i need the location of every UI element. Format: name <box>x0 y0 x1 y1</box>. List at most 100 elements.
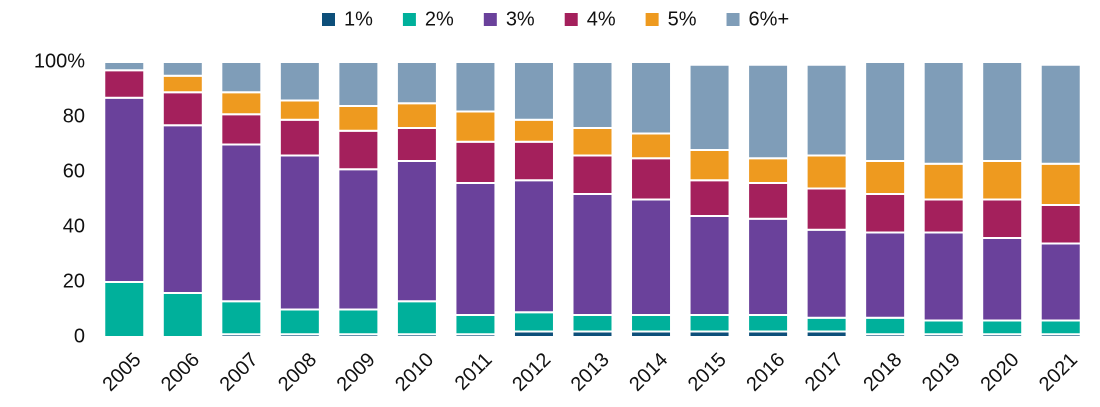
bar-segment <box>688 63 731 151</box>
bar-segment <box>981 160 1024 201</box>
x-tick-label: 2013 <box>567 349 614 396</box>
bar-segment <box>688 149 731 182</box>
bar-segment <box>747 63 790 160</box>
bar-segment <box>337 308 380 336</box>
bar-segment <box>512 179 555 314</box>
y-tick-label: 40 <box>63 215 85 237</box>
bar-segment <box>454 314 497 336</box>
legend-swatch <box>726 13 740 26</box>
x-tick-label: 2008 <box>274 349 321 396</box>
bar-segment <box>395 300 438 336</box>
bar-segment <box>981 319 1024 336</box>
legend-label: 1% <box>344 8 373 30</box>
bar-segment <box>337 61 380 107</box>
bar-segment <box>103 69 146 99</box>
bar-segment <box>864 231 907 319</box>
bar-segment <box>571 127 614 157</box>
bar-segment <box>337 105 380 132</box>
x-tick-label: 2011 <box>451 349 497 395</box>
bar-segment <box>922 231 965 322</box>
bar-segment <box>630 314 673 333</box>
bar-segment <box>512 140 555 182</box>
bar-segment <box>1039 242 1082 322</box>
bar-segment <box>395 127 438 162</box>
legend-swatch <box>322 13 335 26</box>
bar-segment <box>747 217 790 316</box>
bar-segment <box>1039 162 1082 206</box>
bar-segment <box>922 198 965 234</box>
x-tick-label: 2020 <box>976 349 1023 396</box>
bar-segment <box>571 61 614 129</box>
y-tick-label: 60 <box>63 160 85 182</box>
bar-segment <box>103 96 146 283</box>
bar-segment <box>161 61 204 77</box>
bar-segment <box>571 314 614 333</box>
x-tick-label: 2019 <box>918 349 965 396</box>
bar-segment <box>864 61 907 162</box>
x-tick-label: 2010 <box>391 349 438 396</box>
bar-segment <box>805 228 848 319</box>
bar-segment <box>278 118 321 157</box>
bar-segment <box>161 74 204 94</box>
y-tick-label: 100% <box>34 50 85 72</box>
legend-swatch <box>402 13 416 26</box>
bar-segment <box>278 154 321 311</box>
bar-segment <box>688 215 731 316</box>
bar-segment <box>512 61 555 121</box>
bar-segment <box>864 160 907 195</box>
bar-segment <box>922 162 965 201</box>
x-tick-label: 2007 <box>216 349 263 396</box>
x-tick-label: 2005 <box>99 349 146 396</box>
x-tick-label: 2006 <box>157 349 204 396</box>
bar-segment <box>805 154 848 190</box>
bar-segment <box>1039 63 1082 165</box>
bar-segment <box>454 140 497 184</box>
bar-segment <box>747 314 790 333</box>
bar-segment <box>922 319 965 336</box>
bar-segment <box>1039 319 1082 336</box>
bar-segment <box>395 61 438 105</box>
bar-segment <box>395 160 438 303</box>
legend-swatch <box>645 13 659 26</box>
bar-segment <box>571 154 614 195</box>
bar-segment <box>512 311 555 333</box>
bar-segment <box>630 132 673 160</box>
bar-segment <box>630 198 673 316</box>
x-tick-label: 2021 <box>1035 349 1082 396</box>
legend-label: 4% <box>587 8 616 30</box>
x-tick-label: 2017 <box>801 349 848 396</box>
bar-segment <box>220 143 263 303</box>
bar-segment <box>278 99 321 121</box>
legend-label: 5% <box>668 8 697 30</box>
legend-label: 2% <box>425 8 454 30</box>
bar-segment <box>454 182 497 316</box>
legend-label: 6%+ <box>749 8 790 30</box>
bar-segment <box>278 61 321 102</box>
x-tick-label: 2014 <box>625 349 672 396</box>
x-tick-label: 2015 <box>684 349 731 396</box>
bar-segment <box>747 182 790 220</box>
bar-segment <box>630 61 673 135</box>
bar-segment <box>747 157 790 184</box>
bar-segment <box>395 102 438 129</box>
bar-segment <box>981 198 1024 239</box>
y-tick-label: 80 <box>63 105 85 127</box>
y-tick-label: 20 <box>63 270 85 292</box>
y-tick-label: 0 <box>74 325 85 347</box>
bar-segment <box>981 237 1024 322</box>
legend-label: 3% <box>506 8 535 30</box>
x-tick-label: 2016 <box>742 349 789 396</box>
bar-segment <box>688 314 731 333</box>
bar-segment <box>454 110 497 143</box>
x-tick-label: 2012 <box>508 349 555 396</box>
bar-segment <box>688 179 731 217</box>
bar-segment <box>161 292 204 338</box>
legend-swatch <box>483 13 497 26</box>
bar-segment <box>161 91 204 127</box>
bar-segment <box>805 63 848 157</box>
bar-segment <box>922 61 965 165</box>
bar-segment <box>630 157 673 201</box>
bar-segment <box>161 124 204 294</box>
bar-segment <box>103 281 146 338</box>
bar-segment <box>864 193 907 234</box>
